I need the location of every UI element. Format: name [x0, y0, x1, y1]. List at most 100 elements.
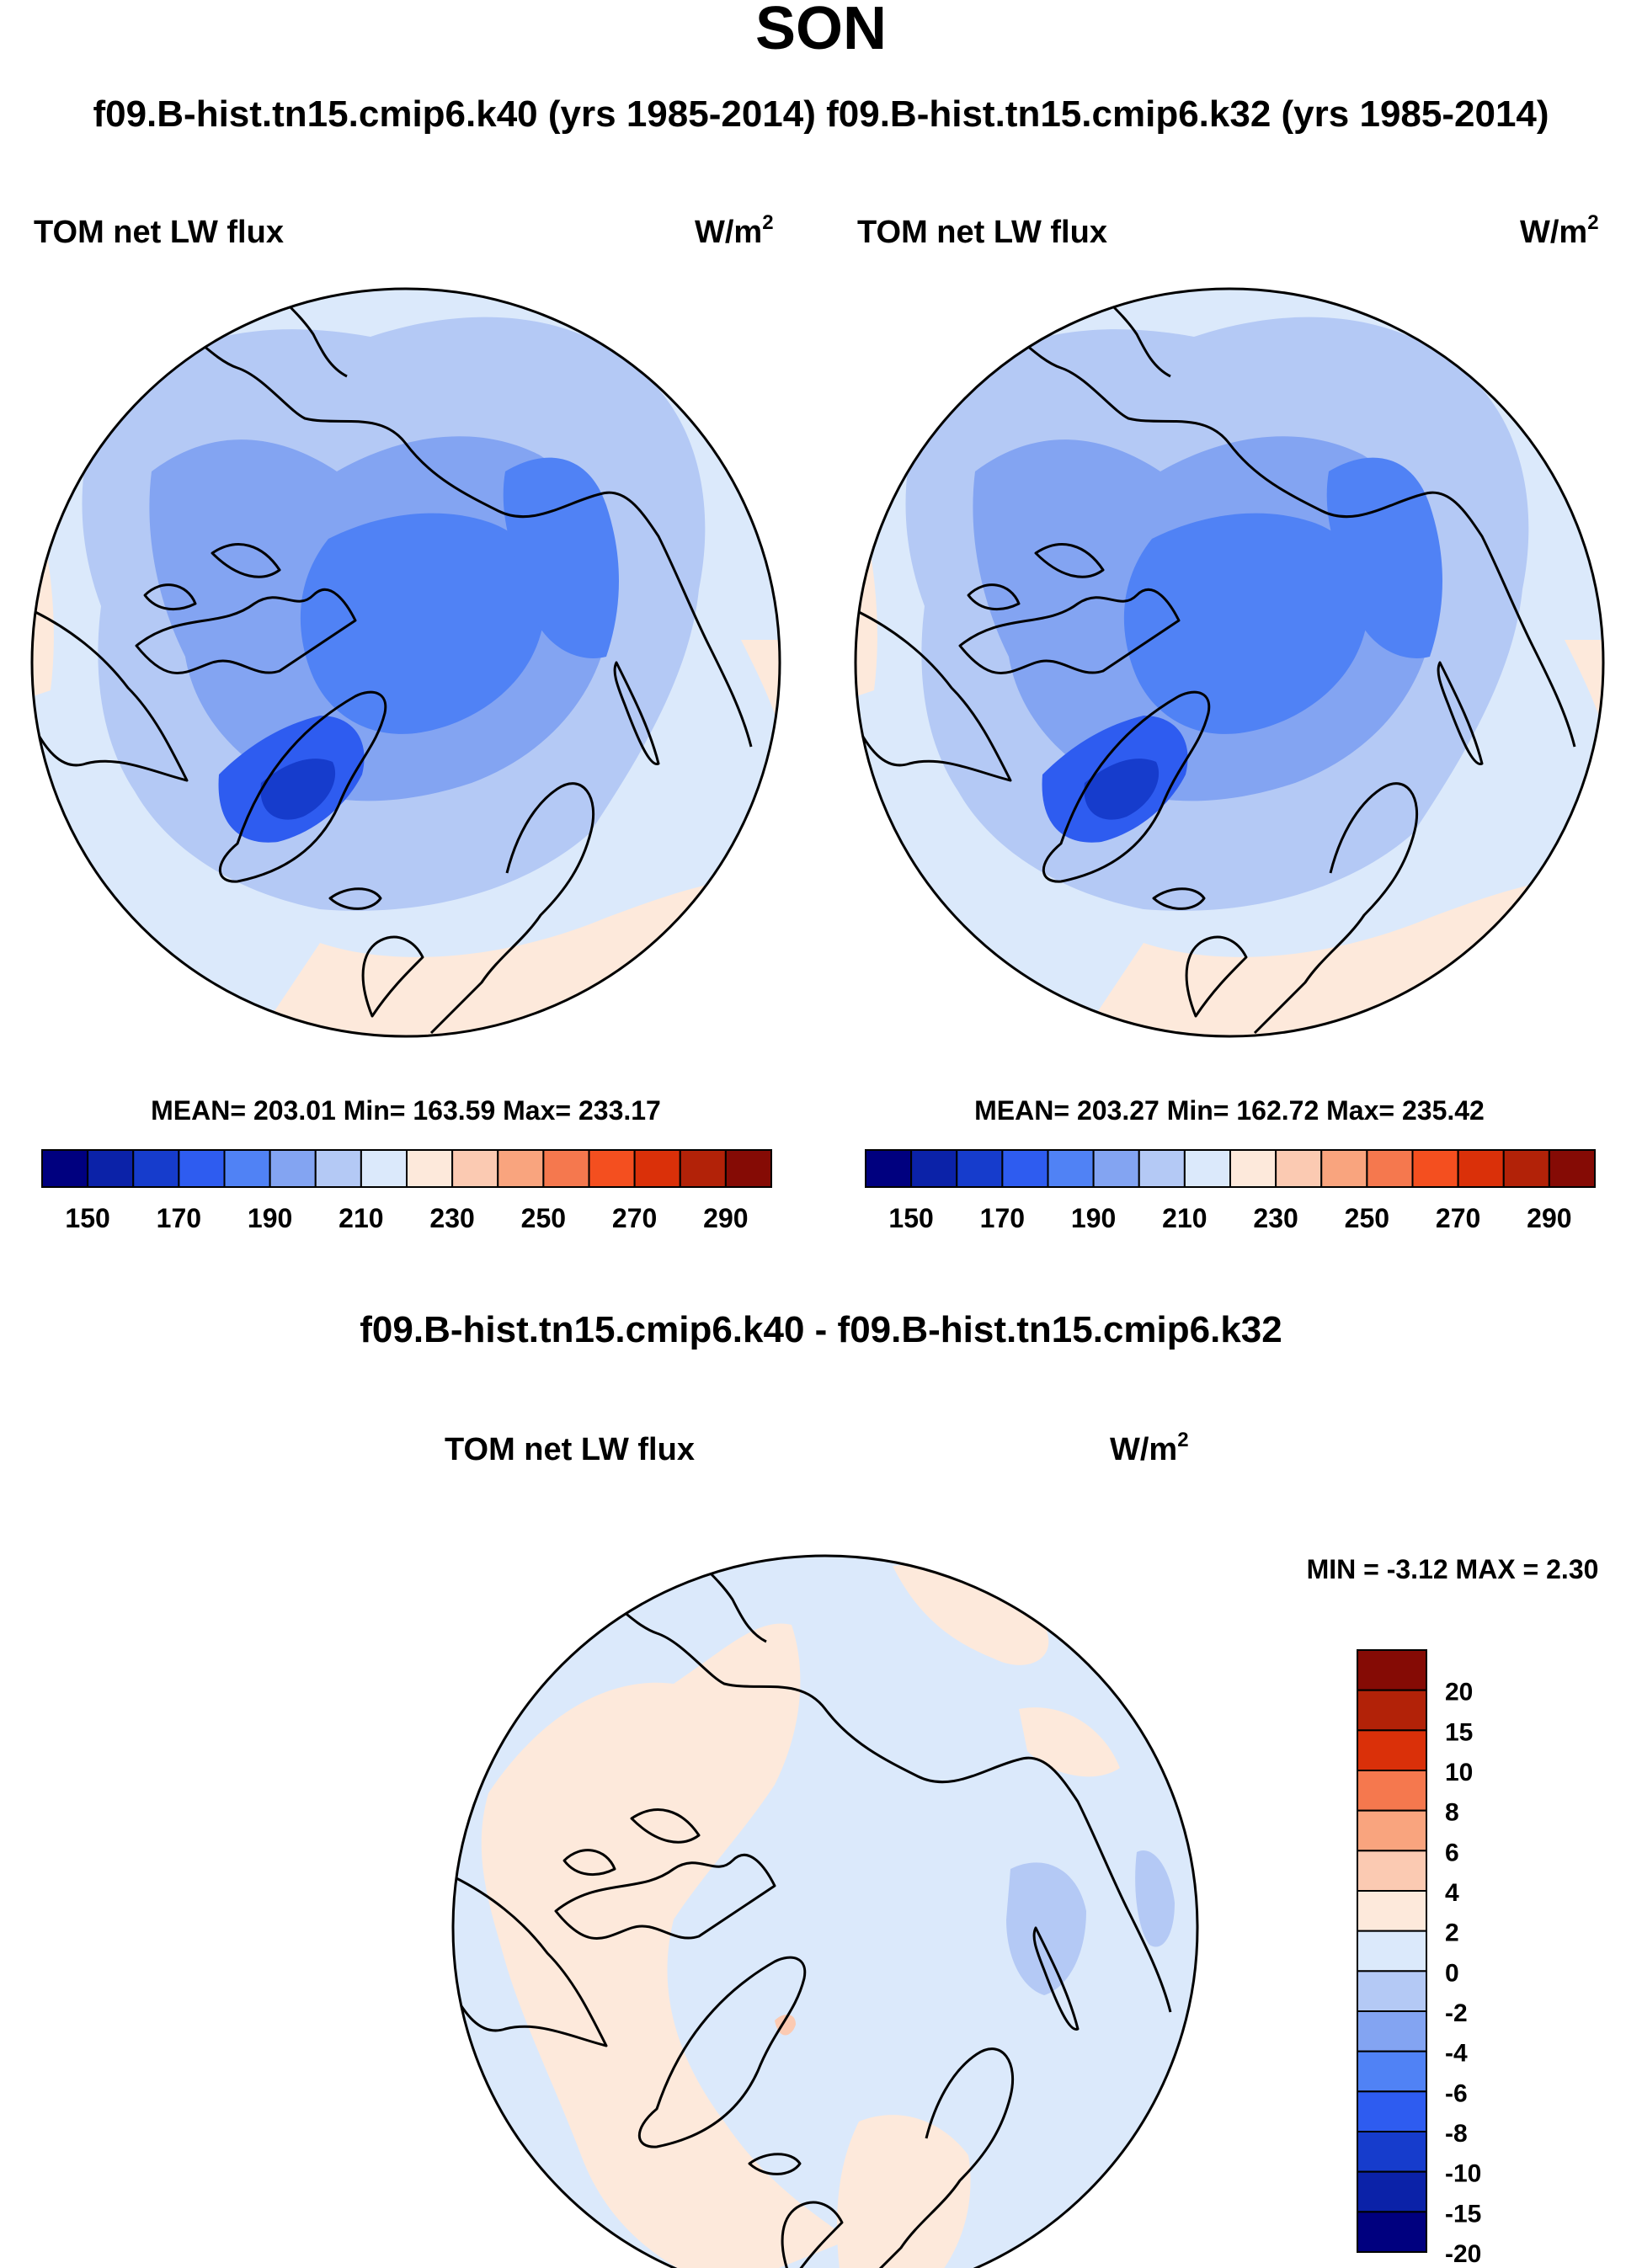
diff-colorbar-swatch-14 — [1357, 2211, 1427, 2253]
panel-k32-variable: TOM net LW flux — [857, 215, 1107, 250]
k40-colorbar-tick-label: 190 — [248, 1203, 292, 1233]
diff-colorbar-swatch-10 — [1357, 2050, 1427, 2093]
panel-diff-map-border — [451, 1554, 1199, 2268]
k40-colorbar-swatch-8 — [406, 1149, 454, 1188]
diff-colorbar-tick-label: -6 — [1445, 2079, 1468, 2107]
k40-colorbar-tick-label: 170 — [157, 1203, 201, 1233]
diff-colorbar-swatch-0 — [1357, 1649, 1427, 1691]
panel-k40: TOM net LW flux W/m2 MEAN= 203.01 Min= 1… — [30, 211, 781, 1233]
diff-colorbar-swatch-13 — [1357, 2170, 1427, 2213]
diff-colorbar-tick-label: -2 — [1445, 1999, 1468, 2027]
diff-colorbar-tick-label: 2 — [1445, 1919, 1459, 1947]
k32-colorbar-swatch-13 — [1457, 1149, 1505, 1188]
diff-colorbar-swatch-4 — [1357, 1809, 1427, 1852]
k32-colorbar-tick-label: 210 — [1162, 1203, 1207, 1233]
k32-colorbar-tick-label: 290 — [1527, 1203, 1571, 1233]
diff-colorbar-tick-label: -4 — [1445, 2040, 1468, 2068]
diff-colorbar-tick-label: 15 — [1445, 1718, 1473, 1746]
k32-colorbar-swatch-3 — [1001, 1149, 1049, 1188]
k40-colorbar-swatch-0 — [41, 1149, 89, 1188]
k40-colorbar-swatch-5 — [269, 1149, 317, 1188]
k32-colorbar-swatch-11 — [1366, 1149, 1414, 1188]
panel-diff-map — [453, 1556, 1197, 2268]
diff-colorbar-swatch-11 — [1357, 2090, 1427, 2132]
season-title: SON — [755, 0, 887, 62]
diff-colorbar-swatch-7 — [1357, 1930, 1427, 1973]
panel-diff-units: W/m2 — [1110, 1429, 1189, 1467]
diff-colorbar-swatch-9 — [1357, 2010, 1427, 2052]
diff-colorbar-swatch-8 — [1357, 1970, 1427, 2012]
diff-colorbar-tick-label: 0 — [1445, 1959, 1459, 1987]
k40-colorbar-swatch-10 — [497, 1149, 545, 1188]
diff-colorbar-tick-label: 6 — [1445, 1839, 1459, 1866]
k40-colorbar-swatch-1 — [87, 1149, 135, 1188]
panel-k40-stats: MEAN= 203.01 Min= 163.59 Max= 233.17 — [151, 1095, 661, 1126]
panel-k32-map-border — [854, 287, 1605, 1038]
panel-k40-variable: TOM net LW flux — [34, 215, 284, 250]
k32-colorbar-swatch-10 — [1320, 1149, 1368, 1188]
k40-colorbar-tick-label: 270 — [612, 1203, 657, 1233]
diff-title: f09.B-hist.tn15.cmip6.k40 - f09.B-hist.t… — [360, 1309, 1282, 1350]
k32-colorbar-swatch-5 — [1092, 1149, 1140, 1188]
k40-colorbar-swatch-4 — [223, 1149, 271, 1188]
k32-colorbar-tick-label: 250 — [1345, 1203, 1389, 1233]
k32-colorbar-swatch-15 — [1548, 1149, 1596, 1188]
panel-diff: TOM net LW flux W/m2 MIN = -3.12 MAX = 2… — [445, 1429, 1598, 2268]
diff-colorbar-tick-label: -20 — [1445, 2240, 1481, 2268]
diff-colorbar-tick-label: -15 — [1445, 2200, 1481, 2228]
panel-k32: TOM net LW flux W/m2 MEAN= 203.27 Min= 1… — [854, 211, 1605, 1233]
panel-k32-units: W/m2 — [1520, 211, 1599, 250]
k40-colorbar-swatch-7 — [360, 1149, 408, 1188]
k40-colorbar-tick-label: 290 — [703, 1203, 748, 1233]
diff-colorbar-swatch-6 — [1357, 1890, 1427, 1932]
diff-colorbar-tick-label: -8 — [1445, 2120, 1468, 2148]
panel-k32-stats: MEAN= 203.27 Min= 162.72 Max= 235.42 — [974, 1095, 1485, 1126]
k32-colorbar-swatch-14 — [1502, 1149, 1550, 1188]
diff-colorbar-swatch-3 — [1357, 1770, 1427, 1812]
k40-colorbar-tick-label: 230 — [429, 1203, 474, 1233]
k32-colorbar-swatch-0 — [865, 1149, 913, 1188]
panel-diff-variable: TOM net LW flux — [445, 1432, 695, 1467]
k32-colorbar-tick-label: 150 — [888, 1203, 933, 1233]
diff-colorbar-tick-label: 20 — [1445, 1679, 1473, 1706]
panel-k32-map — [856, 289, 1603, 1036]
diff-colorbar-swatch-5 — [1357, 1850, 1427, 1892]
panel-k40-units: W/m2 — [695, 211, 774, 250]
panel-k40-colorbar: 150 170 190 210 230 250 270 290 — [41, 1149, 772, 1233]
k32-colorbar-swatch-8 — [1229, 1149, 1277, 1188]
header-cases: f09.B-hist.tn15.cmip6.k40 (yrs 1985-2014… — [93, 93, 1549, 135]
k40-colorbar-swatch-14 — [679, 1149, 727, 1188]
k32-colorbar-swatch-2 — [956, 1149, 1004, 1188]
k40-colorbar-tick-label: 210 — [339, 1203, 383, 1233]
panel-diff-stats: MIN = -3.12 MAX = 2.30 — [1307, 1554, 1599, 1584]
k40-colorbar-swatch-13 — [633, 1149, 681, 1188]
k32-colorbar-swatch-6 — [1138, 1149, 1186, 1188]
k32-colorbar-tick-label: 170 — [980, 1203, 1025, 1233]
k40-colorbar-swatch-2 — [132, 1149, 180, 1188]
k40-colorbar-swatch-3 — [178, 1149, 226, 1188]
panel-k40-map — [32, 289, 780, 1036]
k32-colorbar-tick-label: 230 — [1253, 1203, 1298, 1233]
k32-colorbar-tick-label: 190 — [1071, 1203, 1116, 1233]
diff-colorbar-tick-label: 4 — [1445, 1879, 1459, 1907]
k32-colorbar-swatch-4 — [1047, 1149, 1095, 1188]
diff-colorbar-swatch-12 — [1357, 2131, 1427, 2173]
diff-colorbar-swatch-1 — [1357, 1689, 1427, 1732]
diff-colorbar-tick-label: 8 — [1445, 1799, 1459, 1827]
k32-colorbar-swatch-9 — [1275, 1149, 1323, 1188]
diff-colorbar-tick-label: 10 — [1445, 1759, 1473, 1786]
k32-colorbar-swatch-7 — [1183, 1149, 1231, 1188]
diff-colorbar-swatch-2 — [1357, 1729, 1427, 1771]
panel-k40-map-border — [30, 287, 781, 1038]
k32-colorbar-swatch-1 — [910, 1149, 958, 1188]
k40-colorbar-swatch-6 — [314, 1149, 362, 1188]
k40-colorbar-tick-label: 250 — [521, 1203, 566, 1233]
k40-colorbar-swatch-11 — [542, 1149, 590, 1188]
panel-k32-colorbar: 150 170 190 210 230 250 270 290 — [865, 1149, 1596, 1233]
k32-colorbar-tick-label: 270 — [1436, 1203, 1480, 1233]
k32-colorbar-swatch-12 — [1411, 1149, 1459, 1188]
k40-colorbar-swatch-12 — [588, 1149, 636, 1188]
k40-colorbar-swatch-15 — [724, 1149, 772, 1188]
